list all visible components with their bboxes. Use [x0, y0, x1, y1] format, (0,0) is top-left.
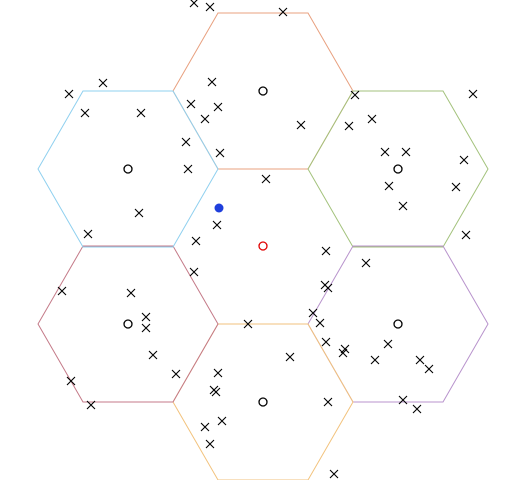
user: [350, 90, 360, 100]
user: [401, 147, 411, 157]
user: [384, 181, 394, 191]
user: [64, 89, 74, 99]
user: [321, 337, 331, 347]
user: [171, 369, 181, 379]
user: [383, 339, 393, 349]
user: [211, 387, 221, 397]
user: [207, 77, 217, 87]
user: [183, 164, 193, 174]
user: [329, 469, 339, 479]
user: [98, 78, 108, 88]
cell-center: [123, 319, 133, 329]
user: [370, 355, 380, 365]
selected-user: [214, 203, 224, 213]
user: [141, 323, 151, 333]
user: [398, 395, 408, 405]
user: [459, 155, 469, 165]
user: [243, 319, 253, 329]
user: [468, 89, 478, 99]
user: [148, 350, 158, 360]
user: [344, 121, 354, 131]
user: [189, 267, 199, 277]
cell-center: [123, 164, 133, 174]
user: [80, 108, 90, 118]
user: [285, 352, 295, 362]
user: [181, 137, 191, 147]
user: [451, 182, 461, 192]
cell: [172, 323, 354, 480]
user: [134, 208, 144, 218]
cell-center: [258, 397, 268, 407]
user: [86, 400, 96, 410]
user: [261, 174, 271, 184]
user: [205, 439, 215, 449]
user: [212, 220, 222, 230]
user: [66, 376, 76, 386]
cell-center: [258, 86, 268, 96]
user: [215, 148, 225, 158]
user: [57, 286, 67, 296]
user: [136, 108, 146, 118]
user: [315, 318, 325, 328]
cell: [172, 12, 354, 170]
cell: [37, 90, 219, 248]
user: [278, 7, 288, 17]
user: [126, 288, 136, 298]
user: [424, 364, 434, 374]
user: [398, 201, 408, 211]
user: [461, 230, 471, 240]
cell-center: [393, 319, 403, 329]
user: [321, 246, 331, 256]
user: [415, 355, 425, 365]
user: [412, 404, 422, 414]
user: [217, 416, 227, 426]
user: [186, 99, 196, 109]
base-station: [258, 241, 268, 251]
user: [200, 114, 210, 124]
cell: [307, 245, 489, 403]
user: [205, 2, 215, 12]
user: [213, 368, 223, 378]
user: [213, 102, 223, 112]
user: [83, 229, 93, 239]
user: [308, 308, 318, 318]
user: [338, 348, 348, 358]
user: [380, 147, 390, 157]
user: [141, 312, 151, 322]
user: [200, 422, 210, 432]
user: [323, 397, 333, 407]
cell-center: [393, 164, 403, 174]
user: [191, 236, 201, 246]
user: [323, 283, 333, 293]
user: [361, 258, 371, 268]
user: [189, 0, 199, 8]
user: [296, 120, 306, 130]
cell: [307, 90, 489, 248]
user: [367, 114, 377, 124]
